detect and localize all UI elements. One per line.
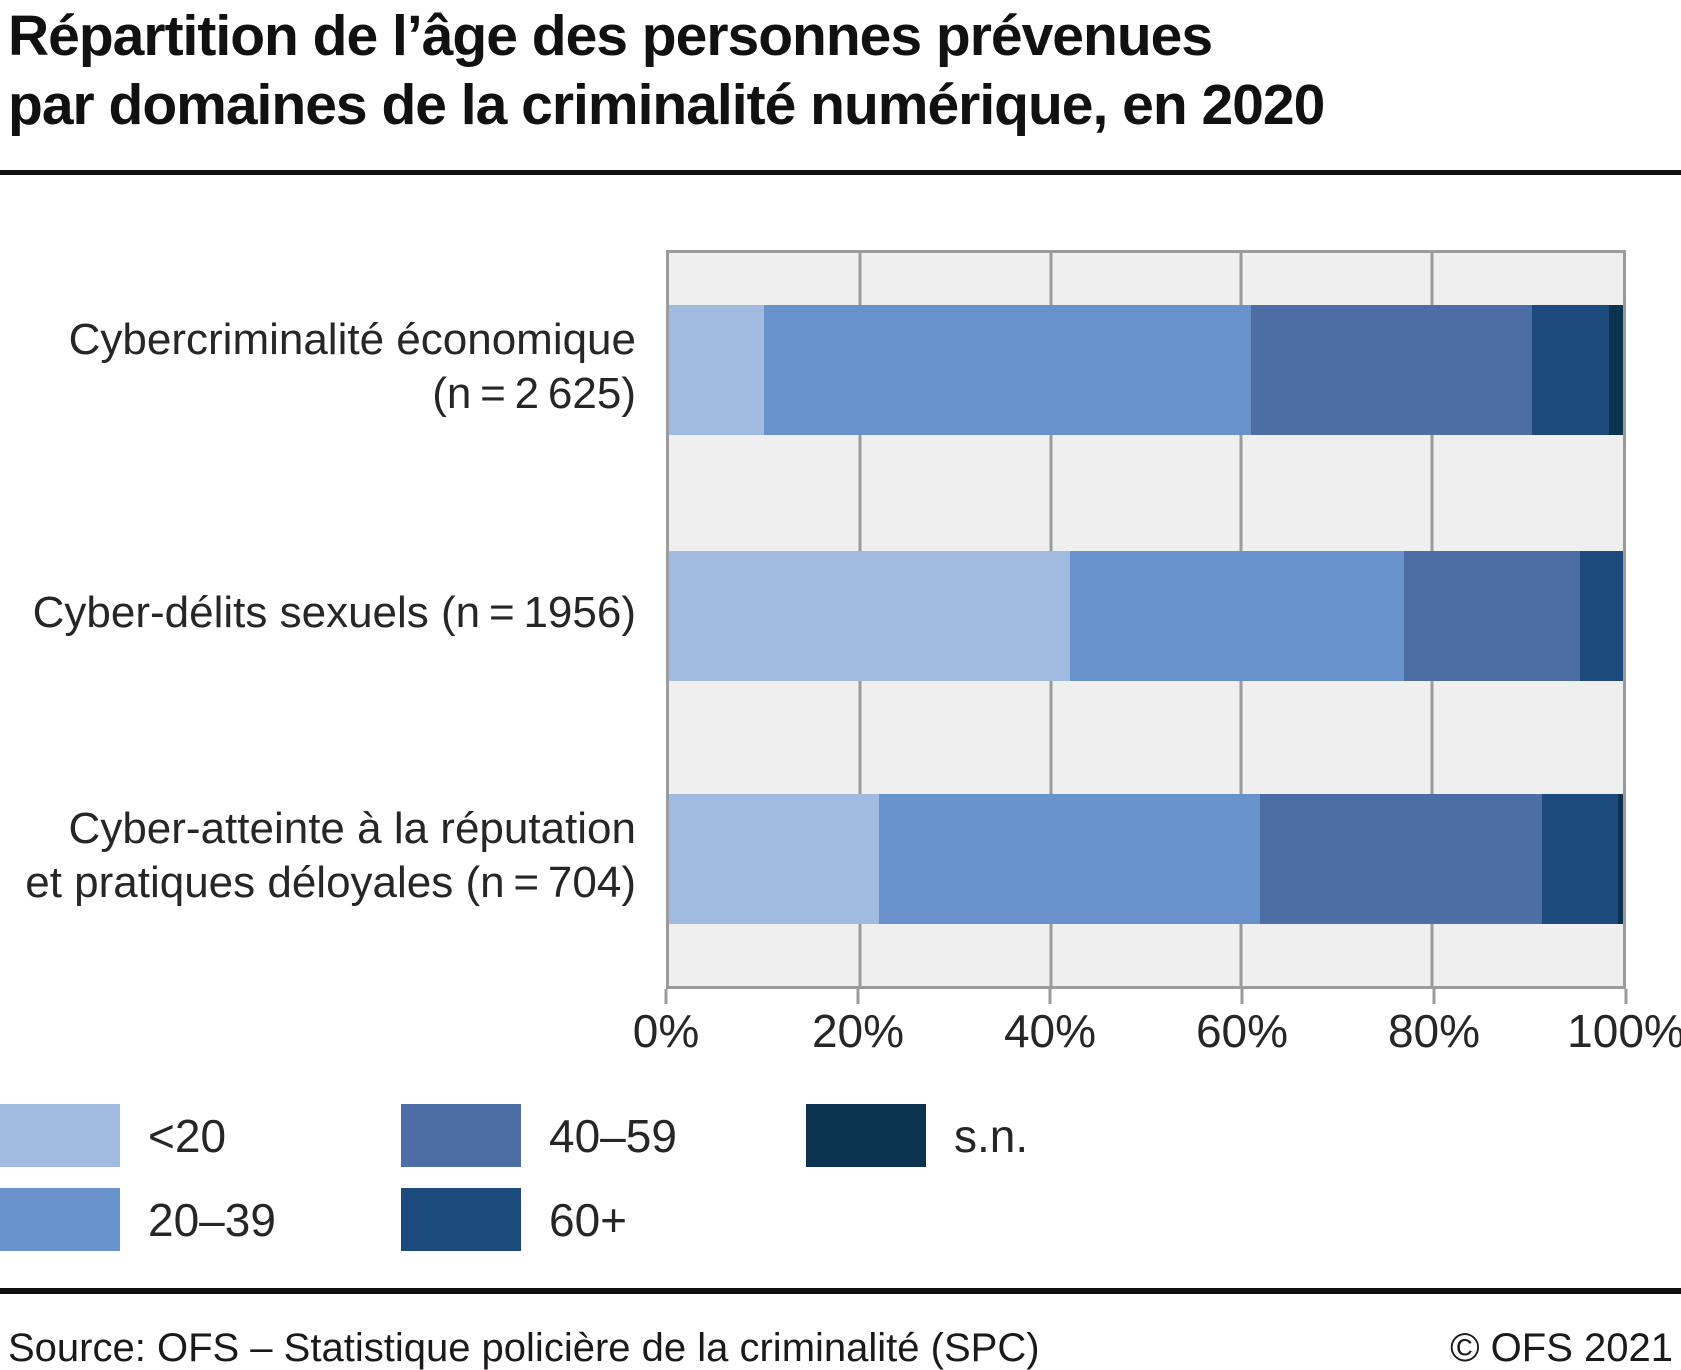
bar-segment (1541, 794, 1619, 924)
bar-segment (1250, 305, 1533, 435)
x-tick-label: 100% (1567, 1005, 1681, 1057)
category-label-line: et pratiques déloyales (n = 704) (25, 858, 636, 907)
bar-segment (1608, 305, 1623, 435)
bar-segment (1580, 551, 1623, 681)
legend-swatch (401, 1188, 521, 1251)
x-tickmark (1432, 989, 1436, 1004)
bar-segment (1532, 305, 1609, 435)
bar-segment (764, 305, 1251, 435)
bar-segment (1403, 551, 1581, 681)
category-label: Cyber-atteinte à la réputation et pratiqu… (25, 802, 636, 910)
chart-title-line2: par domaines de la criminalité numérique… (8, 73, 1325, 137)
chart-title-line1: Répartition de l’âge des personnes préve… (8, 4, 1213, 68)
copyright-note: © OFS 2021 (1450, 1326, 1673, 1370)
category-label: Cyber-délits sexuels (n = 1956) (33, 586, 636, 640)
footer-divider (0, 1288, 1681, 1294)
category-label-line: Cyber-délits sexuels (n = 1956) (32, 588, 636, 637)
bar-segment (1069, 551, 1404, 681)
legend-label: <20 (148, 1110, 227, 1162)
legend-swatch (0, 1104, 120, 1167)
bar-row (669, 305, 1623, 435)
legend-label: 60+ (549, 1194, 628, 1246)
legend-label: s.n. (954, 1110, 1029, 1162)
title-divider (0, 170, 1681, 175)
legend-swatch (401, 1104, 521, 1167)
bar-segment (1260, 794, 1542, 924)
bar-segment (1618, 794, 1623, 924)
x-tick-label: 60% (1195, 1005, 1289, 1057)
x-tick-label: 80% (1387, 1005, 1481, 1057)
legend-swatch (0, 1188, 120, 1251)
x-tick-label: 0% (632, 1005, 700, 1057)
bar-segment (669, 794, 879, 924)
chart-title: Répartition de l’âge des personnes préve… (8, 2, 1325, 140)
legend-label: 20–39 (148, 1194, 276, 1246)
category-label-line: Cyber-atteinte à la réputation (68, 804, 636, 853)
bar-segment (878, 794, 1261, 924)
category-label-line: Cybercriminalité économique (68, 315, 636, 364)
x-tickmark (1624, 989, 1628, 1004)
bar-segment (669, 305, 765, 435)
category-label: Cybercriminalité économique (n = 2 625) (69, 313, 636, 421)
x-tickmark (1240, 989, 1244, 1004)
source-note: Source: OFS – Statistique policière de l… (8, 1326, 1040, 1370)
category-label-line: (n = 2 625) (432, 369, 636, 418)
legend-label: 40–59 (549, 1110, 677, 1162)
x-tick-label: 20% (811, 1005, 905, 1057)
x-tick-label: 40% (1003, 1005, 1097, 1057)
plot-area (666, 250, 1626, 989)
legend-swatch (806, 1104, 926, 1167)
bar-row (669, 551, 1623, 681)
x-tickmark (664, 989, 668, 1004)
x-tickmark (856, 989, 860, 1004)
bar-segment (669, 551, 1070, 681)
bar-row (669, 794, 1623, 924)
x-tickmark (1048, 989, 1052, 1004)
